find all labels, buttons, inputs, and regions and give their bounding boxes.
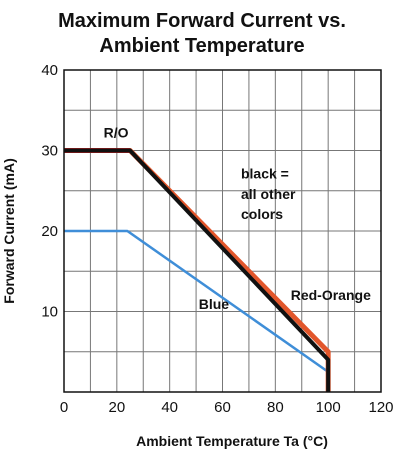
annotation-label: all other <box>241 186 296 202</box>
plot-frame <box>63 69 382 393</box>
annotation-label: R/O <box>104 125 129 141</box>
x-tick-label: 60 <box>214 399 231 416</box>
x-tick-label: 100 <box>316 399 341 416</box>
y-tick-label: 30 <box>41 143 58 160</box>
annotation-label: Blue <box>199 296 230 312</box>
chart-title-line-1: Maximum Forward Current vs. <box>58 10 346 32</box>
tick-labels: 0 20 40 60 80 100 120 10 20 30 40 <box>41 62 393 416</box>
annotation-label: colors <box>241 206 283 222</box>
axes <box>63 69 382 393</box>
x-tick-label: 40 <box>161 399 178 416</box>
y-axis-label: Forward Current (mA) <box>1 158 17 303</box>
annotations: R/O black = all other colors Blue Red-Orange <box>104 125 371 312</box>
y-tick-label: 20 <box>41 223 58 240</box>
x-axis-label: Ambient Temperature Ta (°C) <box>136 433 328 449</box>
x-tick-label: 120 <box>368 399 393 416</box>
series-lines <box>64 148 331 392</box>
chart-title-line-2: Ambient Temperature <box>99 35 304 57</box>
x-tick-label: 20 <box>108 399 125 416</box>
annotation-label: black = <box>241 166 289 182</box>
y-tick-label: 10 <box>41 304 58 321</box>
chart-title: Maximum Forward Current vs. Ambient Temp… <box>58 10 346 57</box>
grid-lines <box>64 70 381 392</box>
annotation-label: Red-Orange <box>291 287 371 303</box>
x-tick-label: 80 <box>267 399 284 416</box>
series-line-black-all-other-colors <box>64 148 331 392</box>
y-tick-label: 40 <box>41 62 58 79</box>
x-tick-label: 0 <box>60 399 68 416</box>
